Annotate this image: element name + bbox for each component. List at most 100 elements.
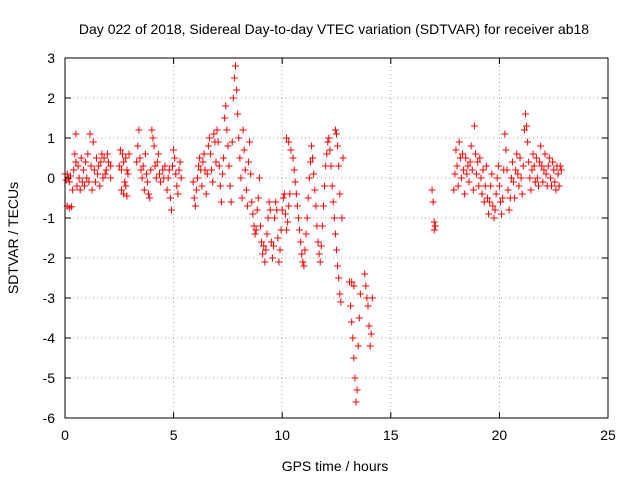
- data-point: [485, 210, 493, 218]
- data-point: [526, 174, 534, 182]
- data-point: [205, 134, 213, 142]
- data-point: [75, 174, 83, 182]
- data-point: [525, 158, 533, 166]
- data-point: [104, 158, 112, 166]
- data-point: [256, 222, 264, 230]
- data-point: [216, 182, 224, 190]
- data-point: [356, 290, 364, 298]
- data-point: [362, 282, 370, 290]
- y-tick-label: -2: [43, 250, 56, 266]
- data-point: [227, 198, 235, 206]
- data-point: [147, 166, 155, 174]
- data-point: [366, 342, 374, 350]
- data-point: [493, 174, 501, 182]
- data-point: [337, 298, 345, 306]
- data-point: [519, 162, 527, 170]
- data-point: [294, 214, 302, 222]
- data-point: [82, 158, 90, 166]
- data-point: [72, 158, 80, 166]
- data-point: [283, 134, 291, 142]
- data-point: [276, 246, 284, 254]
- data-point: [174, 190, 182, 198]
- data-point: [502, 146, 510, 154]
- data-point: [528, 166, 536, 174]
- x-tick-label: 15: [383, 427, 399, 443]
- data-point: [283, 226, 291, 234]
- data-point: [310, 170, 318, 178]
- data-point: [120, 158, 128, 166]
- data-point: [461, 190, 469, 198]
- data-point: [235, 134, 243, 142]
- data-point: [121, 178, 129, 186]
- data-point: [68, 203, 76, 211]
- data-point: [218, 170, 226, 178]
- data-point: [505, 206, 513, 214]
- data-point: [552, 186, 560, 194]
- data-point: [530, 162, 538, 170]
- data-point: [536, 158, 544, 166]
- data-point: [324, 138, 332, 146]
- data-point: [462, 154, 470, 162]
- data-point: [99, 174, 107, 182]
- data-point: [167, 206, 175, 214]
- data-point: [304, 194, 312, 202]
- data-point: [290, 166, 298, 174]
- data-point: [297, 238, 305, 246]
- data-point: [159, 166, 167, 174]
- axis-ticks: [64, 57, 609, 419]
- data-point: [551, 178, 559, 186]
- data-point: [83, 174, 91, 182]
- data-point: [296, 226, 304, 234]
- data-point: [123, 192, 131, 200]
- y-tick-labels: -6 -5 -4 -3 -2 -1 0 1 2 3: [43, 50, 56, 426]
- data-point: [538, 162, 546, 170]
- data-point: [306, 158, 314, 166]
- data-point: [163, 186, 171, 194]
- data-point: [212, 158, 220, 166]
- data-point: [213, 126, 221, 134]
- data-point: [544, 162, 552, 170]
- data-point: [318, 222, 326, 230]
- data-point: [145, 190, 153, 198]
- data-point: [85, 178, 93, 186]
- data-point: [202, 190, 210, 198]
- data-point: [170, 146, 178, 154]
- data-point: [201, 166, 209, 174]
- data-point: [529, 150, 537, 158]
- data-point: [354, 342, 362, 350]
- data-point: [548, 182, 556, 190]
- y-tick-label: -5: [43, 370, 56, 386]
- data-point: [468, 166, 476, 174]
- data-point: [454, 182, 462, 190]
- data-point: [204, 142, 212, 150]
- data-point: [534, 182, 542, 190]
- data-point: [164, 174, 172, 182]
- data-point: [469, 186, 477, 194]
- data-point: [119, 150, 127, 158]
- data-point: [508, 158, 516, 166]
- data-point: [317, 242, 325, 250]
- data-point: [190, 194, 198, 202]
- data-point: [258, 238, 266, 246]
- data-point: [151, 162, 159, 170]
- data-point: [335, 274, 343, 282]
- data-point: [250, 222, 258, 230]
- data-point: [490, 214, 498, 222]
- data-point: [466, 158, 474, 166]
- data-point: [152, 174, 160, 182]
- data-point: [486, 198, 494, 206]
- y-tick-label: -1: [43, 210, 56, 226]
- data-point: [541, 150, 549, 158]
- data-point: [286, 190, 294, 198]
- data-point: [303, 214, 311, 222]
- data-point: [124, 170, 132, 178]
- data-point: [495, 182, 503, 190]
- x-tick-label: 10: [274, 427, 290, 443]
- data-point: [498, 210, 506, 218]
- data-point: [84, 150, 92, 158]
- data-point: [92, 154, 100, 162]
- data-point: [510, 178, 518, 186]
- data-point: [209, 178, 217, 186]
- data-points: [61, 62, 565, 406]
- data-point: [79, 166, 87, 174]
